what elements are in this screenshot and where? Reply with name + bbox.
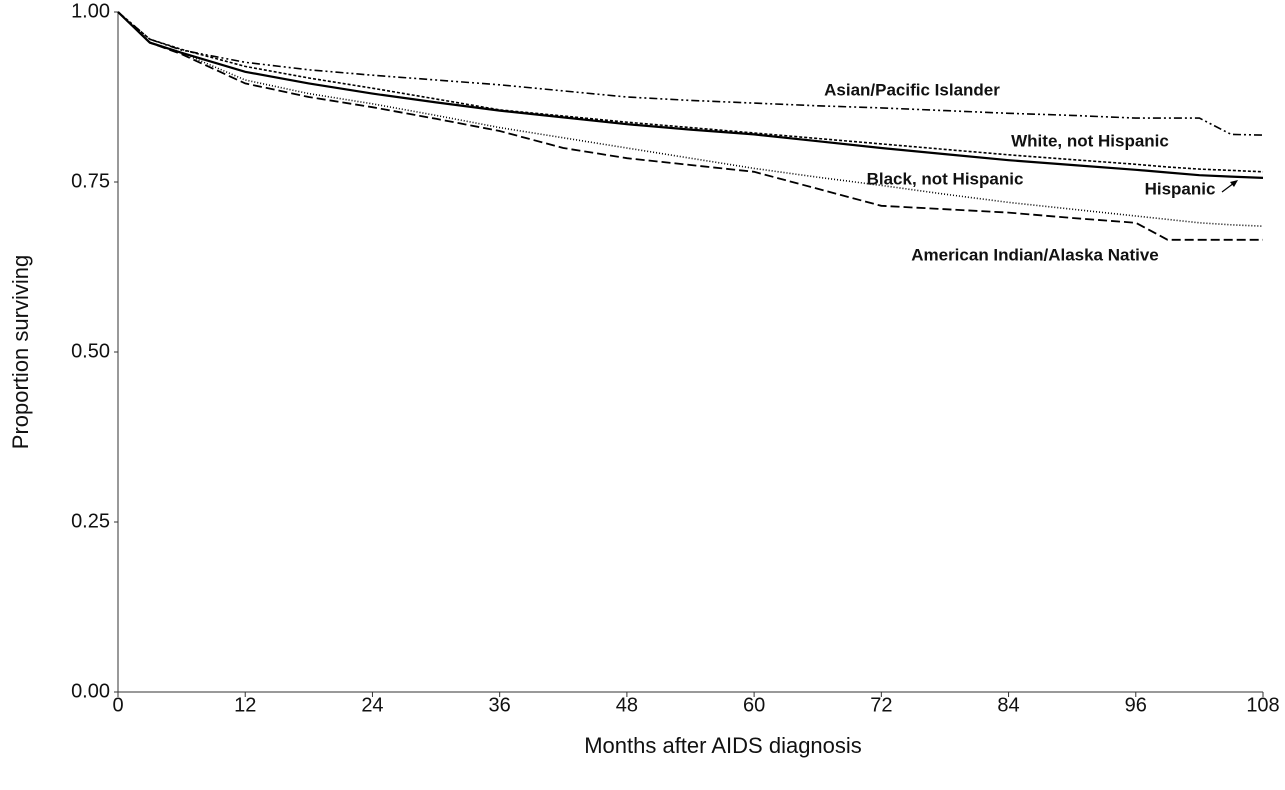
series-label: White, not Hispanic — [1011, 131, 1169, 150]
x-tick-label: 36 — [489, 694, 511, 716]
x-tick-label: 0 — [112, 694, 123, 716]
x-axis-title: Months after AIDS diagnosis — [584, 733, 862, 758]
y-tick-label: 1.00 — [71, 0, 110, 22]
y-tick-label: 0.75 — [71, 170, 110, 192]
series-line — [117, 11, 1264, 227]
x-tick-label: 24 — [361, 694, 383, 716]
x-tick-label: 108 — [1246, 694, 1279, 716]
x-tick-label: 12 — [234, 694, 256, 716]
x-tick-label: 72 — [870, 694, 892, 716]
series-line — [117, 11, 1264, 136]
x-tick-label: 48 — [616, 694, 638, 716]
y-tick-label: 0.25 — [71, 510, 110, 532]
series-label: Black, not Hispanic — [867, 169, 1024, 188]
x-tick-label: 96 — [1125, 694, 1147, 716]
x-tick-label: 60 — [743, 694, 765, 716]
series-label: American Indian/Alaska Native — [911, 245, 1159, 264]
annotation-arrowhead — [1230, 180, 1238, 187]
series-label: Hispanic — [1145, 179, 1216, 198]
y-tick-label: 0.50 — [71, 340, 110, 362]
series-line — [117, 11, 1264, 179]
series-line — [117, 11, 1263, 241]
y-axis-title: Proportion surviving — [8, 255, 33, 449]
x-tick-label: 84 — [997, 694, 1019, 716]
series-label: Asian/Pacific Islander — [824, 80, 1000, 99]
y-tick-label: 0.00 — [71, 680, 110, 702]
series-line — [117, 11, 1264, 173]
